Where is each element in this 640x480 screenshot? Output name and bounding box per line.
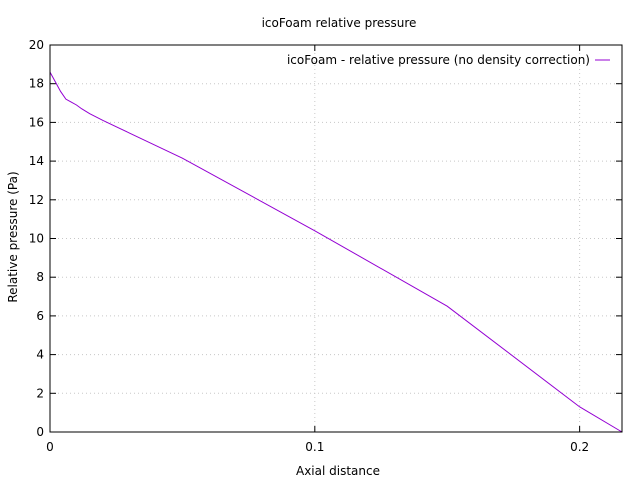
x-tick-label: 0.1 xyxy=(305,440,324,454)
y-axis-label: Relative pressure (Pa) xyxy=(6,171,20,302)
y-tick-label: 6 xyxy=(36,309,44,323)
x-tick-label: 0 xyxy=(46,440,54,454)
y-tick-label: 10 xyxy=(29,232,44,246)
y-tick-label: 18 xyxy=(29,77,44,91)
series-lines xyxy=(49,71,623,433)
legend-entry-label: icoFoam - relative pressure (no density … xyxy=(287,53,590,67)
y-tick-label: 16 xyxy=(29,115,44,129)
y-tick-label: 8 xyxy=(36,270,44,284)
x-axis-label: Axial distance xyxy=(296,464,380,478)
grid xyxy=(50,45,622,432)
y-tick-label: 12 xyxy=(29,193,44,207)
legend: icoFoam - relative pressure (no density … xyxy=(287,53,610,67)
y-tick-label: 0 xyxy=(36,425,44,439)
y-tick-label: 4 xyxy=(36,348,44,362)
plot-area-frame xyxy=(49,44,623,433)
y-tick-label: 2 xyxy=(36,386,44,400)
axis-ticks: 0 2 4 6 8 10 12 14 16 18 20 0 0.1 0.2 xyxy=(29,38,622,454)
y-tick-label: 14 xyxy=(29,154,44,168)
y-tick-label: 20 xyxy=(29,38,44,52)
series-line-0 xyxy=(49,71,623,433)
x-tick-label: 0.2 xyxy=(570,440,589,454)
chart-title: icoFoam relative pressure xyxy=(262,16,417,30)
